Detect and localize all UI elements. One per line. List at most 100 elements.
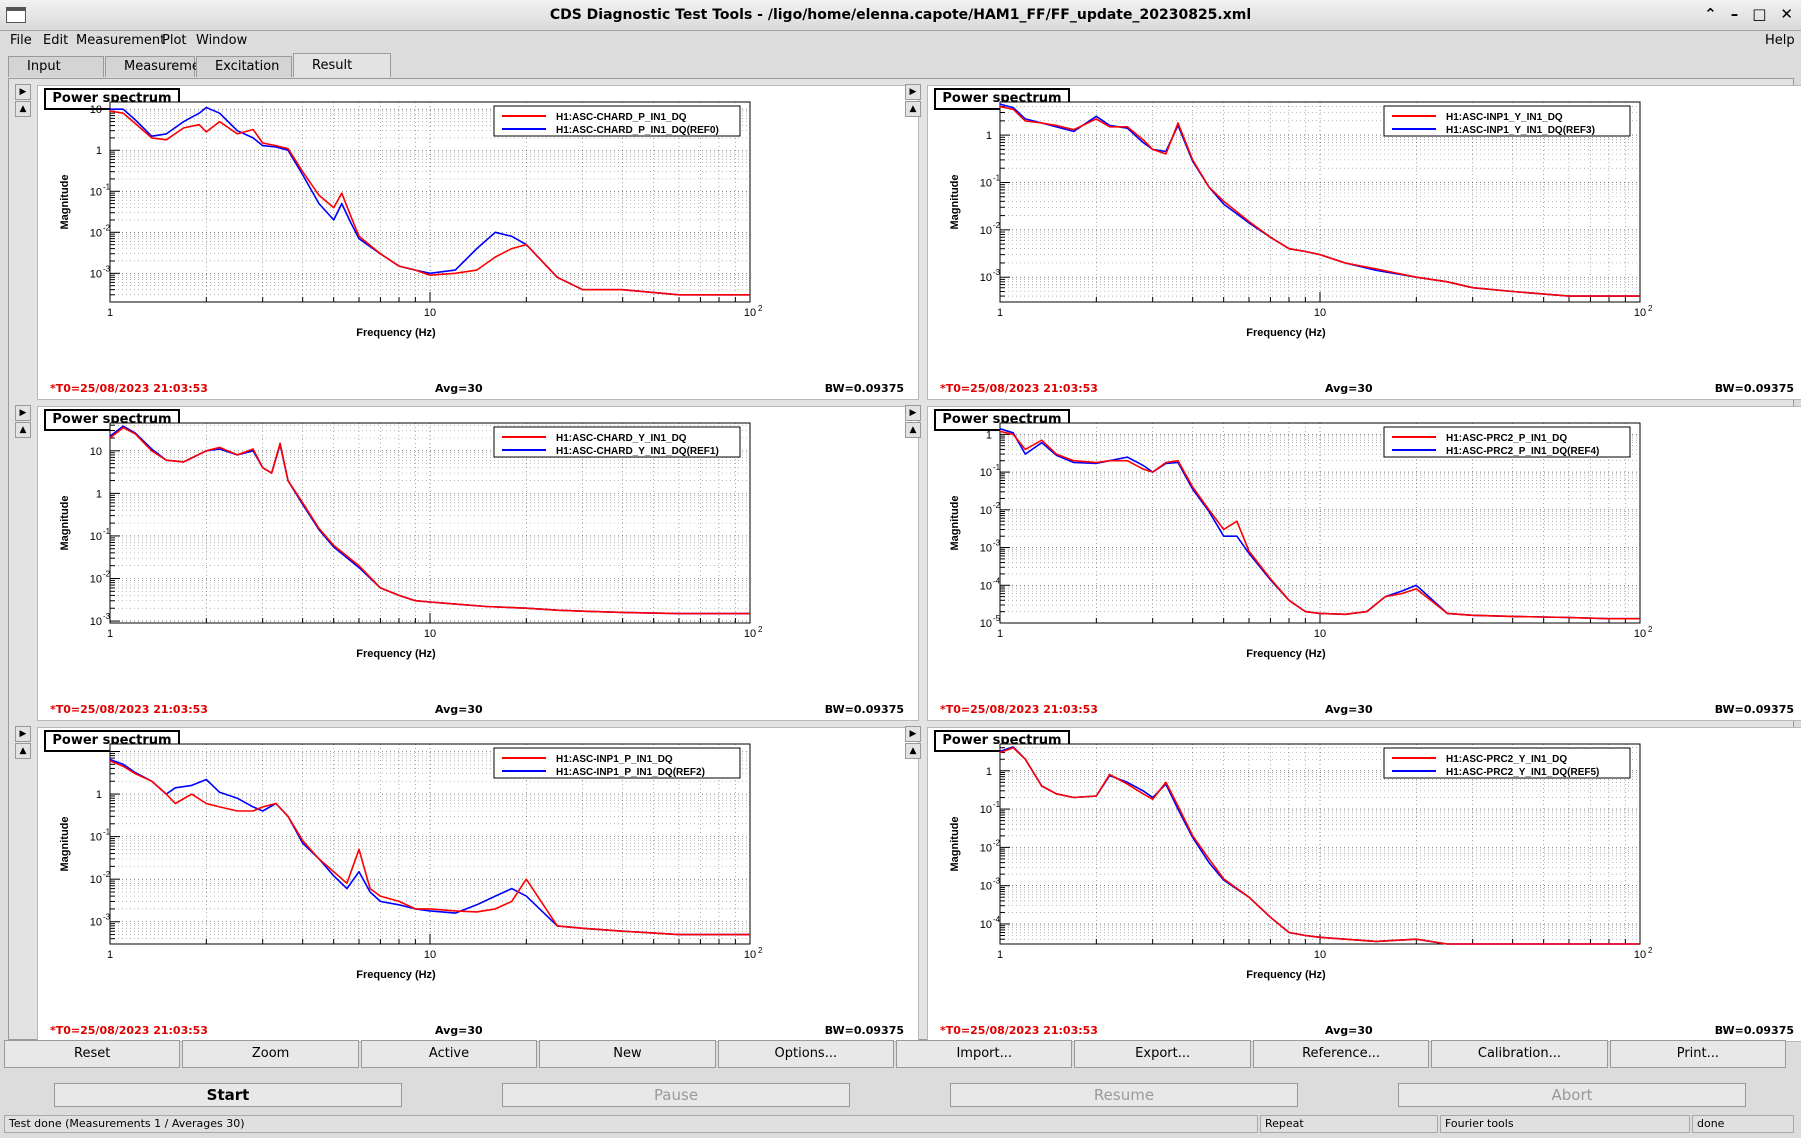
legend-box xyxy=(493,105,741,137)
up-arrow-icon[interactable]: ▲ xyxy=(15,743,31,759)
y-axis-title: Magnitude xyxy=(59,817,71,872)
y-tick-exponent: -1 xyxy=(103,527,111,536)
legend-entry: H1:ASC-PRC2_Y_IN1_DQ xyxy=(1446,754,1567,765)
plot-panel-4[interactable]: Power spectrum 1 10 10 2 10 -5 10 -4 10 -3 10 -2 10-… xyxy=(927,406,1801,721)
y-tick-exponent: -4 xyxy=(993,915,1001,924)
y-tick-exponent: -1 xyxy=(993,463,1001,472)
y-tick-exponent: -2 xyxy=(993,838,1001,847)
menu-window[interactable]: Window xyxy=(196,33,248,48)
averages: Avg=30 xyxy=(1325,382,1373,395)
y-tick-exponent: -3 xyxy=(103,264,111,273)
menu-measurement[interactable]: Measurement xyxy=(76,33,166,48)
menu-help[interactable]: Help xyxy=(1765,33,1795,48)
menu-file[interactable]: File xyxy=(10,33,32,48)
x-tick-exponent: 2 xyxy=(758,304,763,313)
y-tick-label: 10 xyxy=(90,573,102,585)
up-arrow-icon[interactable]: ▲ xyxy=(905,422,921,438)
y-tick-label: 10 xyxy=(90,186,102,198)
legend-entry: H1:ASC-CHARD_Y_IN1_DQ xyxy=(556,433,687,444)
plot-panel-1[interactable]: Power spectrum 1 10 10 2 10 -3 10 -2 10 -1 1 10 Freq… xyxy=(37,85,919,400)
tab-input[interactable]: Input xyxy=(8,56,104,77)
y-tick-exponent: -1 xyxy=(993,800,1001,809)
y-tick-label: 10 xyxy=(980,842,992,854)
up-arrow-icon[interactable]: ▲ xyxy=(15,422,31,438)
panel-arrows-5: ▶ ▲ xyxy=(15,726,31,760)
maximize-icon[interactable]: □ xyxy=(1752,5,1767,23)
averages: Avg=30 xyxy=(435,382,483,395)
plot-panel-3[interactable]: Power spectrum 1 10 10 2 10 -3 10 -2 10 -1 1 10 Freq… xyxy=(37,406,919,721)
status-message: Test done (Measurements 1 / Averages 30) xyxy=(4,1115,1258,1133)
y-tick-exponent: -4 xyxy=(993,576,1001,585)
y-tick-exponent: -2 xyxy=(993,501,1001,510)
y-tick-label: 10 xyxy=(90,874,102,886)
start-button[interactable]: Start xyxy=(54,1083,402,1107)
y-tick-label: 10 xyxy=(90,616,102,628)
tab-excitation[interactable]: Excitation xyxy=(196,56,292,77)
panel-arrows-2: ▶ ▲ xyxy=(905,84,921,118)
calibration-button[interactable]: Calibration... xyxy=(1431,1040,1608,1068)
abort-button[interactable]: Abort xyxy=(1398,1083,1746,1107)
tab-result[interactable]: Result xyxy=(293,53,391,77)
y-tick-label: 1 xyxy=(986,130,992,142)
x-tick-label: 10 xyxy=(1634,628,1646,640)
plot-panel-2[interactable]: Power spectrum 1 10 10 2 10 -3 10 -2 10 -1 1 Freque… xyxy=(927,85,1801,400)
reference-button[interactable]: Reference... xyxy=(1252,1040,1430,1068)
plot-panel-6[interactable]: Power spectrum 1 10 10 2 10 -4 10 -3 10 -2 10 -1 1 Fr… xyxy=(927,727,1801,1042)
series-line xyxy=(109,760,750,936)
pause-button[interactable]: Pause xyxy=(502,1083,850,1107)
shade-icon[interactable]: ⌃ xyxy=(1704,5,1717,23)
series-line xyxy=(999,746,1640,945)
window-icon[interactable] xyxy=(6,7,26,23)
x-tick-label: 10 xyxy=(744,949,756,961)
options-button[interactable]: Options... xyxy=(717,1040,895,1068)
plot-button-row: Reset Zoom Active New Options... Import.… xyxy=(4,1040,1788,1068)
x-tick-exponent: 2 xyxy=(758,625,763,634)
right-arrow-icon[interactable]: ▶ xyxy=(15,726,31,742)
window-controls: ⌃ – □ ✕ xyxy=(1704,5,1793,23)
up-arrow-icon[interactable]: ▲ xyxy=(15,101,31,117)
bandwidth: BW=0.09375 xyxy=(1714,382,1794,395)
right-arrow-icon[interactable]: ▶ xyxy=(15,84,31,100)
reset-button[interactable]: Reset xyxy=(4,1040,181,1068)
minimize-icon[interactable]: – xyxy=(1730,5,1739,23)
resume-button[interactable]: Resume xyxy=(950,1083,1298,1107)
right-arrow-icon[interactable]: ▶ xyxy=(905,726,921,742)
t0-time: *T0=25/08/2023 21:03:53 xyxy=(940,382,1098,395)
up-arrow-icon[interactable]: ▲ xyxy=(905,101,921,117)
x-tick-label: 10 xyxy=(1634,949,1646,961)
menu-bar: File Edit Measurement Plot Window Help xyxy=(0,30,1801,52)
import-button[interactable]: Import... xyxy=(896,1040,1073,1068)
y-tick-exponent: -1 xyxy=(993,173,1001,182)
menu-edit[interactable]: Edit xyxy=(43,33,69,48)
y-tick-exponent: -1 xyxy=(103,828,111,837)
y-tick-label: 10 xyxy=(90,446,102,458)
right-arrow-icon[interactable]: ▶ xyxy=(905,405,921,421)
new-button[interactable]: New xyxy=(539,1040,716,1068)
right-arrow-icon[interactable]: ▶ xyxy=(905,84,921,100)
legend-box xyxy=(493,426,741,458)
x-tick-exponent: 2 xyxy=(1648,304,1653,313)
right-arrow-icon[interactable]: ▶ xyxy=(15,405,31,421)
tab-measurement[interactable]: Measurement xyxy=(105,56,213,77)
averages: Avg=30 xyxy=(435,703,483,716)
x-tick-label: 10 xyxy=(744,628,756,640)
zoom-button[interactable]: Zoom xyxy=(182,1040,359,1068)
export-button[interactable]: Export... xyxy=(1074,1040,1251,1068)
up-arrow-icon[interactable]: ▲ xyxy=(905,743,921,759)
menu-plot[interactable]: Plot xyxy=(162,33,187,48)
y-tick-label: 10 xyxy=(980,580,992,592)
bandwidth: BW=0.09375 xyxy=(824,703,904,716)
active-button[interactable]: Active xyxy=(360,1040,538,1068)
x-tick-label: 1 xyxy=(107,307,113,319)
plot-panel-5[interactable]: Power spectrum 1 10 10 2 10 -3 10 -2 10 -1 1 Freque… xyxy=(37,727,919,1042)
panel-arrows-4: ▶ ▲ xyxy=(905,405,921,439)
x-axis-title: Frequency (Hz) xyxy=(1246,327,1326,339)
close-icon[interactable]: ✕ xyxy=(1780,5,1793,23)
print-button[interactable]: Print... xyxy=(1609,1040,1787,1068)
